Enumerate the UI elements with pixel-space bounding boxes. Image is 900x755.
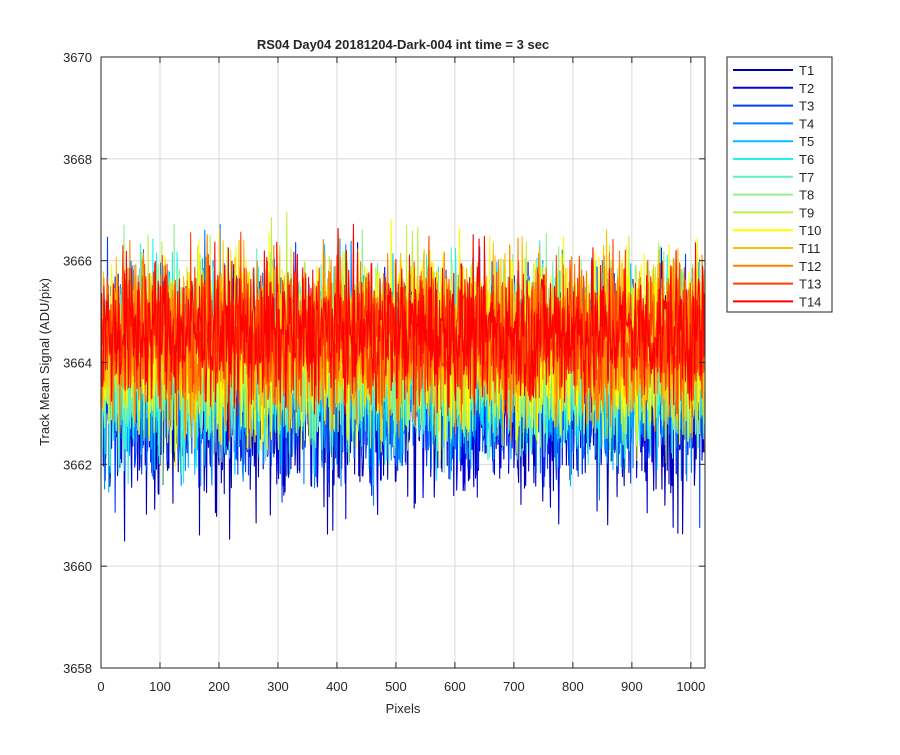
x-tick-label: 100: [149, 679, 171, 694]
y-ticks: 3658 3660 3662 3664 3666 3668 3670: [63, 50, 705, 676]
legend-label-T2: T2: [799, 81, 814, 96]
legend-label-T14: T14: [799, 294, 821, 309]
y-tick-label: 3660: [63, 559, 92, 574]
x-tick-label: 400: [326, 679, 348, 694]
legend-label-T6: T6: [799, 152, 814, 167]
series-layer: [100, 212, 705, 542]
legend-label-T4: T4: [799, 116, 814, 131]
y-tick-label: 3666: [63, 254, 92, 269]
y-tick-label: 3658: [63, 661, 92, 676]
legend-label-T8: T8: [799, 188, 814, 203]
y-tick-label: 3670: [63, 50, 92, 65]
legend-label-T1: T1: [799, 63, 814, 78]
legend: T1 T2 T3 T4 T5 T6 T7 T8 T9 T10 T11 T12 T13 T14: [726, 56, 833, 313]
x-tick-label: 700: [503, 679, 525, 694]
x-ticks: 0 100 200 300 400 500 600 700 800 900 1000: [97, 57, 705, 694]
legend-label-T3: T3: [799, 99, 814, 114]
x-tick-label: 0: [97, 679, 104, 694]
legend-label-T12: T12: [799, 259, 821, 274]
y-axis-label: Track Mean Signal (ADU/pix): [37, 278, 52, 446]
legend-items: T1 T2 T3 T4 T5 T6 T7 T8 T9 T10 T11 T12 T13 T14: [733, 63, 821, 309]
legend-label-T9: T9: [799, 205, 814, 220]
x-tick-label: 600: [444, 679, 466, 694]
legend-box: [726, 56, 833, 313]
legend-label-T13: T13: [799, 277, 821, 292]
series-line-T14: [100, 223, 705, 442]
legend-label-T7: T7: [799, 170, 814, 185]
x-axis-label: Pixels: [386, 701, 421, 716]
x-tick-label: 1000: [676, 679, 705, 694]
x-tick-label: 300: [267, 679, 289, 694]
x-tick-label: 900: [621, 679, 643, 694]
y-tick-label: 3668: [63, 152, 92, 167]
x-tick-label: 200: [208, 679, 230, 694]
chart-title: RS04 Day04 20181204-Dark-004 int time = …: [257, 37, 549, 52]
legend-label-T11: T11: [799, 241, 820, 256]
x-tick-label: 800: [562, 679, 584, 694]
y-tick-label: 3664: [63, 356, 92, 371]
y-tick-label: 3662: [63, 457, 92, 472]
legend-label-T10: T10: [799, 223, 821, 238]
x-tick-label: 500: [385, 679, 407, 694]
legend-label-T5: T5: [799, 134, 814, 149]
